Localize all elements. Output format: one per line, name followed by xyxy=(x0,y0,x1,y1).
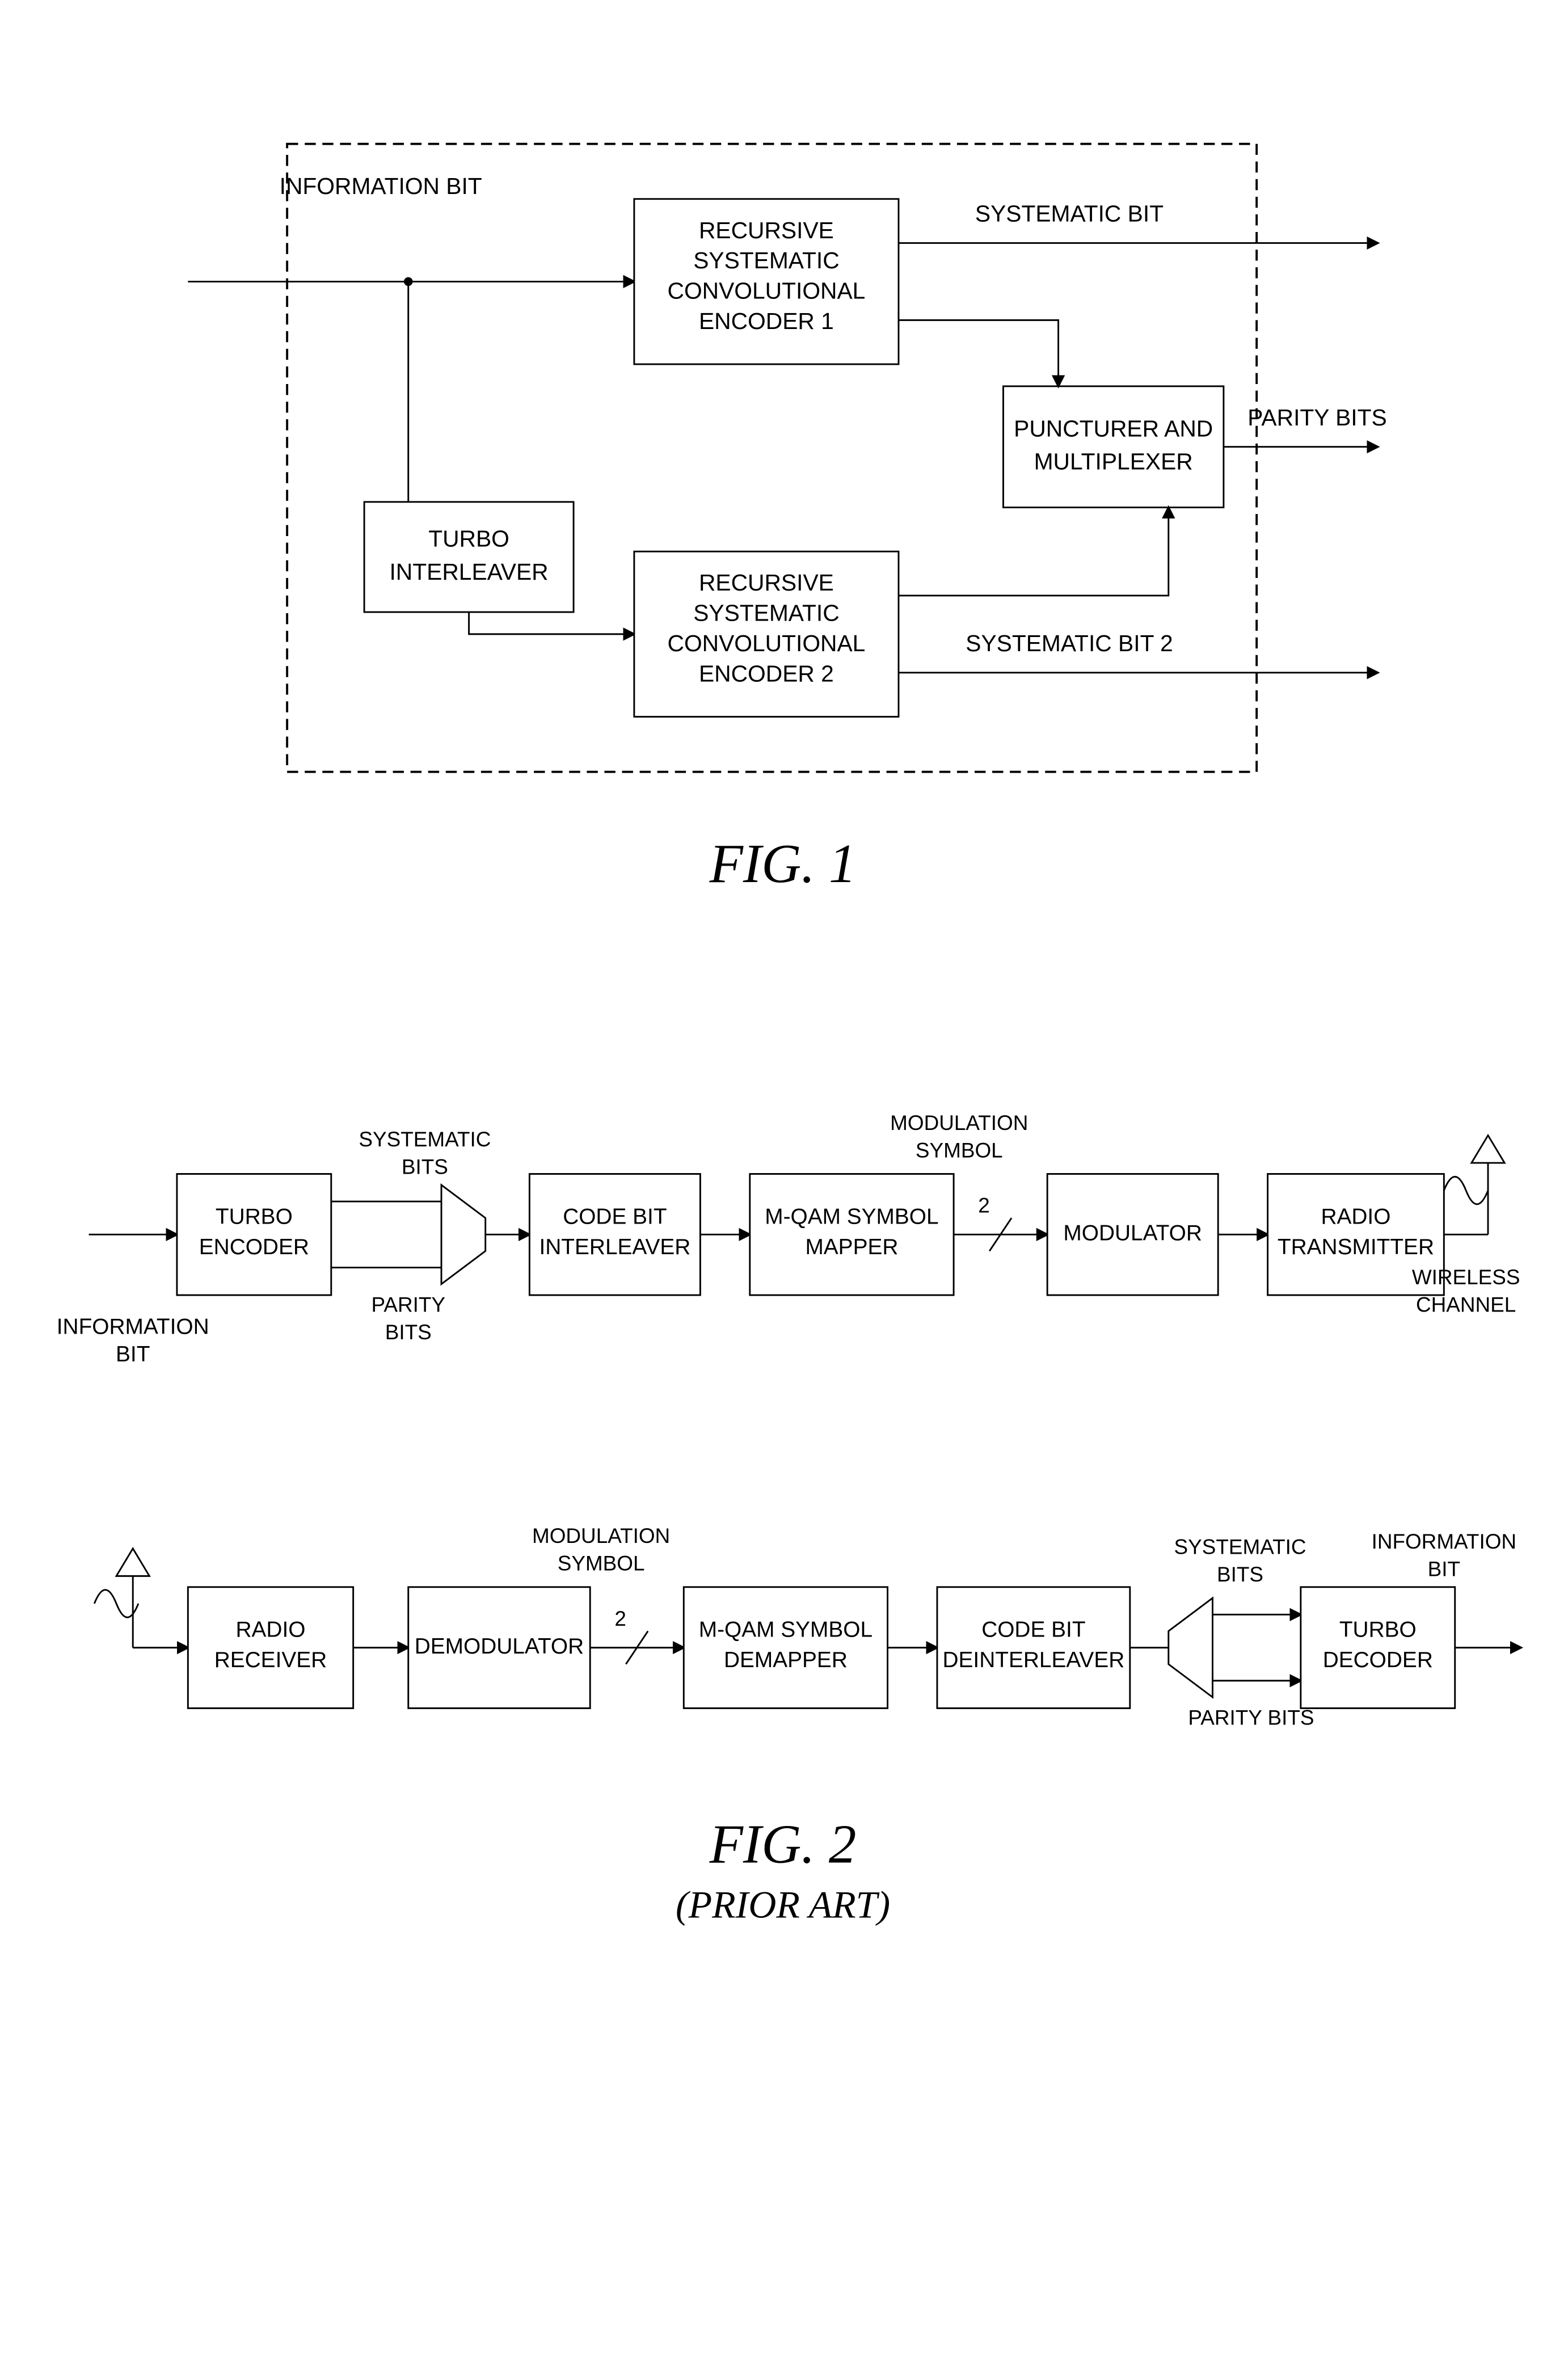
rx-modsym-l1: MODULATION xyxy=(532,1524,670,1547)
fig1-rsc2-punct xyxy=(899,508,1169,596)
fig1-parity-label: PARITY BITS xyxy=(1247,404,1386,431)
rsc2-l4: ENCODER 2 xyxy=(699,660,834,686)
turbo-interleaver-l1: TURBO xyxy=(428,526,509,552)
fig1-info-bit-label: INFORMATION BIT xyxy=(280,173,482,199)
rx-antenna-icon xyxy=(116,1549,149,1576)
fig1-sysbit-label: SYSTEMATIC BIT xyxy=(975,201,1164,227)
mqd-l1: M-QAM SYMBOL xyxy=(699,1618,872,1642)
fig2-caption-sub: (PRIOR ART) xyxy=(676,1883,890,1926)
mod-l1: MODULATOR xyxy=(1063,1221,1202,1246)
tx-modsym-l1: MODULATION xyxy=(890,1111,1028,1135)
rx-sys-l1: SYSTEMATIC xyxy=(1174,1536,1306,1559)
fig1-caption: FIG. 1 xyxy=(709,833,857,895)
tx-bus-2: 2 xyxy=(978,1194,990,1217)
fig1-line-int-rsc2 xyxy=(469,612,634,634)
tx-par-l2: BITS xyxy=(385,1321,432,1344)
rsc1-l2: SYSTEMATIC xyxy=(693,247,839,273)
rx-sine-icon xyxy=(94,1590,138,1618)
rsc1-l1: RECURSIVE xyxy=(699,217,834,243)
rx-modsym-l2: SYMBOL xyxy=(558,1552,645,1575)
fig2-tx: INFORMATION BIT TURBO ENCODER SYSTEMATIC… xyxy=(57,1111,1520,1367)
rtx-l1: RADIO xyxy=(1321,1204,1390,1229)
tx-mux-trapezoid xyxy=(441,1185,486,1284)
td-l1: TURBO xyxy=(1339,1618,1417,1642)
rx-bus-2: 2 xyxy=(614,1607,626,1630)
turbo-interleaver-box xyxy=(364,502,574,612)
mqm-l1: M-QAM SYMBOL xyxy=(765,1204,938,1229)
rrx-l1: RADIO xyxy=(235,1618,305,1642)
cbd-l1: CODE BIT xyxy=(981,1618,1085,1642)
fig1: INFORMATION BIT TURBO INTERLEAVER RECURS… xyxy=(188,144,1386,895)
rsc2-l1: RECURSIVE xyxy=(699,570,834,596)
turbo-encoder-l2: ENCODER xyxy=(199,1235,309,1259)
tx-sine-icon xyxy=(1444,1176,1488,1204)
fig2-rx: RADIO RECEIVER DEMODULATOR 2 MODULATION … xyxy=(94,1524,1521,1729)
rsc1-l4: ENCODER 1 xyxy=(699,308,834,334)
rx-sys-l2: BITS xyxy=(1217,1563,1263,1586)
rsc2-l2: SYSTEMATIC xyxy=(693,600,839,626)
punct-l1: PUNCTURER AND xyxy=(1014,415,1213,441)
tx-info-l1: INFORMATION xyxy=(57,1315,209,1339)
fig2-caption: FIG. 2 xyxy=(709,1813,857,1875)
dem-l1: DEMODULATOR xyxy=(415,1634,584,1659)
punct-l2: MULTIPLEXER xyxy=(1034,449,1193,475)
rx-info-l1: INFORMATION xyxy=(1372,1530,1516,1553)
rx-par-l1: PARITY BITS xyxy=(1188,1706,1314,1730)
rsc1-l3: CONVOLUTIONAL xyxy=(668,278,866,304)
tx-modsym-l2: SYMBOL xyxy=(916,1138,1003,1162)
mqm-l2: MAPPER xyxy=(805,1235,898,1259)
rx-demux-trapezoid xyxy=(1169,1598,1213,1697)
rrx-l2: RECEIVER xyxy=(214,1648,327,1672)
fig1-sysbit2-label: SYSTEMATIC BIT 2 xyxy=(966,630,1173,656)
cbi-l1: CODE BIT xyxy=(563,1204,667,1229)
tx-wireless-l1: WIRELESS xyxy=(1412,1266,1520,1289)
tx-par-l1: PARITY xyxy=(371,1293,445,1316)
rsc2-l3: CONVOLUTIONAL xyxy=(668,630,866,656)
rtx-l2: TRANSMITTER xyxy=(1278,1235,1434,1259)
fig1-rsc1-punct xyxy=(899,320,1059,386)
cbi-l2: INTERLEAVER xyxy=(539,1235,690,1259)
tx-sys-l1: SYSTEMATIC xyxy=(359,1128,491,1151)
rx-info-l2: BIT xyxy=(1428,1557,1460,1580)
tx-info-l2: BIT xyxy=(116,1342,150,1367)
puncturer-box xyxy=(1003,386,1223,508)
tx-antenna-icon xyxy=(1472,1136,1504,1163)
td-l2: DECODER xyxy=(1323,1648,1433,1672)
turbo-interleaver-l2: INTERLEAVER xyxy=(389,559,548,585)
mqd-l2: DEMAPPER xyxy=(724,1648,848,1672)
tx-wireless-l2: CHANNEL xyxy=(1416,1293,1516,1316)
tx-sys-l2: BITS xyxy=(402,1155,448,1179)
turbo-encoder-l1: TURBO xyxy=(216,1204,293,1229)
cbd-l2: DEINTERLEAVER xyxy=(942,1648,1124,1672)
fig2: INFORMATION BIT TURBO ENCODER SYSTEMATIC… xyxy=(57,1111,1521,1926)
